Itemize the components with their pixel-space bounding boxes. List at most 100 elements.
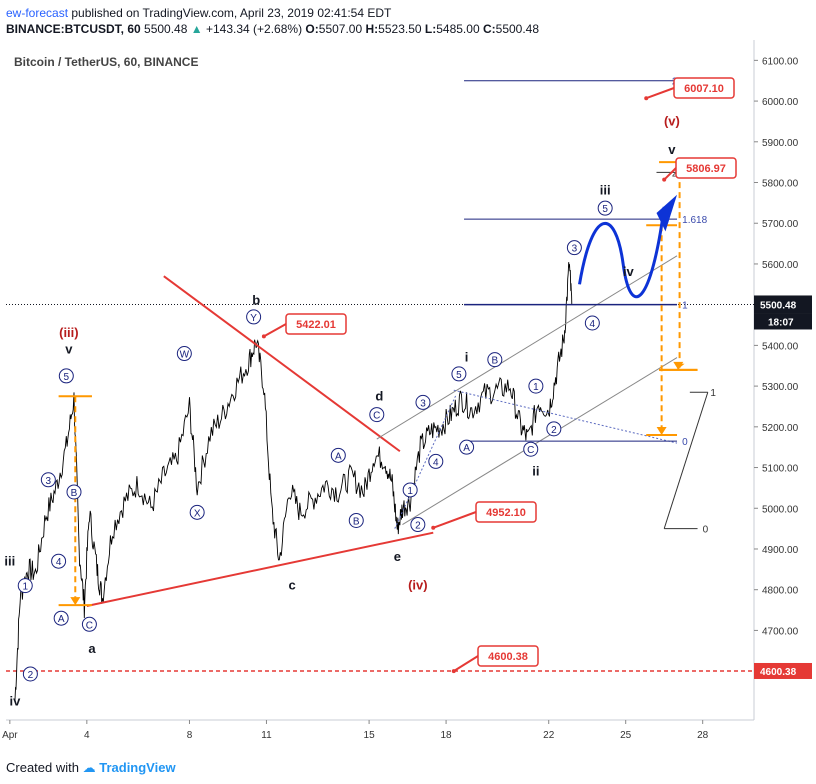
channel-upper-line <box>376 255 678 440</box>
wave-label-v-paren: (v) <box>664 114 680 129</box>
footer: Created with ☁ TradingView <box>6 760 176 776</box>
circle-C-mid: C <box>373 411 380 422</box>
circle-1-mid-circle <box>402 482 418 498</box>
y-tick-label: 5100.00 <box>762 464 799 475</box>
circle-C-right: C <box>527 445 534 456</box>
wave-label-ii: ii <box>532 464 539 479</box>
y-tick-label: 5400.00 <box>762 341 799 352</box>
target-5807-box <box>675 157 737 179</box>
price-chart[interactable]: Bitcoin / TetherUS, 60, BINANCE 4700.00 4 8… <box>0 40 816 750</box>
target-4600-box <box>477 645 539 667</box>
circle-C-left-circle <box>81 616 97 632</box>
circle-4-mid-circle <box>428 453 444 469</box>
circle-5-mid-circle <box>451 366 467 382</box>
wave-label-v-right: v <box>668 142 676 157</box>
circle-X-circle <box>189 504 205 520</box>
circle-C-left: C <box>86 620 93 631</box>
target-4952-label: 4952.10 <box>486 507 526 519</box>
support-price-tag <box>754 662 812 679</box>
circle-3-left: 3 <box>46 476 52 487</box>
high-label: H: <box>365 22 379 36</box>
target-5807-dot <box>662 177 667 182</box>
circle-5-right: 5 <box>602 204 608 215</box>
symbol-label: BINANCE:BTCUSDT, 60 <box>6 22 141 36</box>
y-tick-label: 5700.00 <box>762 219 799 230</box>
wave-label-iv-left: iv <box>10 694 22 709</box>
target-6007-dot <box>644 96 649 101</box>
circle-1-right: 1 <box>533 382 539 393</box>
current-price-tag-label: 5500.48 <box>760 300 797 311</box>
circle-2-left-circle <box>22 666 38 682</box>
wave-label-i: i <box>465 350 469 365</box>
circle-5-left: 5 <box>64 372 70 383</box>
circle-B-mid-circle <box>348 512 364 528</box>
wave-dotted-line <box>394 394 457 529</box>
tradingview-brand[interactable]: TradingView <box>99 760 176 775</box>
circle-B-right: B <box>491 356 498 367</box>
y-tick-label: 4700.00 <box>762 626 799 637</box>
created-with-text: Created with <box>6 760 79 775</box>
wave-label-d: d <box>375 388 383 403</box>
target-5422-box <box>285 313 347 335</box>
author-name[interactable]: ew-forecast <box>6 6 69 20</box>
x-tick-label: 28 <box>697 730 709 741</box>
circle-C-mid-circle <box>369 407 385 423</box>
x-tick-label: 15 <box>364 730 376 741</box>
circle-5-right-circle <box>597 200 613 216</box>
wave-label-iv-paren: (iv) <box>408 578 428 593</box>
tradingview-logo-icon[interactable]: ☁ <box>82 760 96 775</box>
circle-3-mid-circle <box>415 394 431 410</box>
wave-label-iii-paren: (iii) <box>59 325 79 340</box>
current-price-tag <box>754 295 812 314</box>
low-label: L: <box>424 22 437 36</box>
circle-B-right-circle <box>487 352 503 368</box>
target-6007-label: 6007.10 <box>684 83 724 95</box>
wave-label-iii-right: iii <box>600 183 611 198</box>
circle-3-right: 3 <box>572 244 578 255</box>
target-4952-box <box>475 501 537 523</box>
circle-C-right-circle <box>523 441 539 457</box>
circle-1-right-circle <box>528 378 544 394</box>
x-tick-label: 25 <box>620 730 632 741</box>
orange-move-mid-arrowhead <box>656 426 667 435</box>
x-tick-label: 11 <box>261 730 272 741</box>
chart-title: Bitcoin / TetherUS, 60, BINANCE <box>14 55 198 69</box>
x-tick-label: 22 <box>543 730 555 741</box>
y-tick-label: 5800.00 <box>762 179 799 190</box>
circle-1-mid: 1 <box>407 486 413 497</box>
circle-4-right-circle <box>584 315 600 331</box>
open-value: 5507.00 <box>318 22 363 36</box>
projection-arrowhead <box>656 194 678 232</box>
high-value: 5523.50 <box>378 22 422 36</box>
circle-5-left-circle <box>58 368 74 384</box>
circle-2-mid-circle <box>410 517 426 533</box>
wave-label-a: a <box>88 641 96 656</box>
circle-4-left: 4 <box>56 557 62 568</box>
circle-A-mid: A <box>335 451 342 462</box>
fib-label-1: 1 <box>682 301 688 312</box>
target-6007-box <box>673 77 735 99</box>
y-tick-label: 5600.00 <box>762 260 799 271</box>
close-label: C: <box>482 22 496 36</box>
close-value: 5500.48 <box>495 22 540 36</box>
price-series-line <box>14 262 573 700</box>
x-tick-label: 8 <box>187 730 193 741</box>
circle-4-right: 4 <box>590 319 596 330</box>
circle-1-left-circle <box>17 578 33 594</box>
target-4600-pointer <box>453 655 479 672</box>
circle-B-left: B <box>71 488 78 499</box>
target-5422-label: 5422.01 <box>296 319 336 331</box>
support-price-tag-label: 4600.38 <box>760 667 797 678</box>
y-tick-label: 6100.00 <box>762 56 799 67</box>
circle-X: X <box>194 508 201 519</box>
circle-4-mid: 4 <box>433 457 439 468</box>
target-4600-label: 4600.38 <box>488 651 528 663</box>
price-change: +143.34 (+2.68%) <box>206 22 303 36</box>
up-arrow-icon: ▲ <box>190 22 203 36</box>
wave-label-v-left: v <box>65 342 73 357</box>
fib-label-0: 0 <box>682 437 688 448</box>
open-label: O: <box>305 22 319 36</box>
low-value: 5485.00 <box>436 22 480 36</box>
right-fib-0-label: 0 <box>703 525 709 536</box>
triangle-lower-trendline <box>86 531 434 607</box>
